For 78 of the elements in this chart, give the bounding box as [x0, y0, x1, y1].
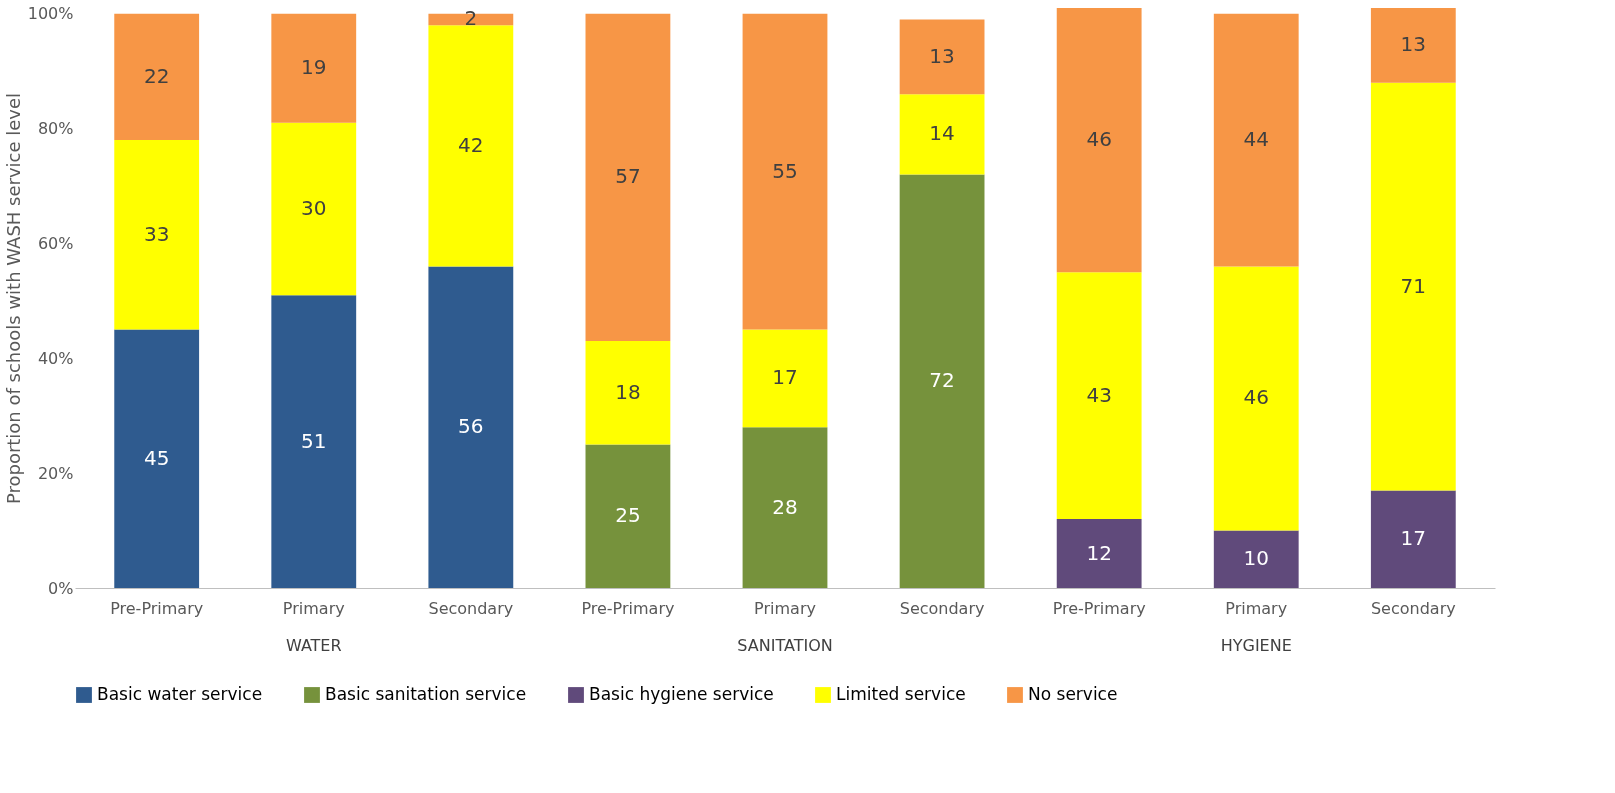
data-label: 45 [143, 445, 170, 470]
bar [114, 140, 200, 330]
bar [585, 444, 671, 588]
bar [1213, 13, 1299, 267]
bar [114, 13, 200, 141]
legend-label: Basic sanitation service [325, 684, 527, 704]
data-label: 72 [929, 368, 955, 393]
bar [271, 295, 357, 588]
bar [899, 94, 985, 175]
data-label: 46 [1086, 127, 1112, 152]
x-tick-label: Primary [754, 598, 816, 618]
x-tick-label: Pre-Primary [581, 598, 675, 618]
text: WATER [285, 636, 342, 655]
y-tick-label: 60% [37, 233, 74, 253]
data-label: 44 [1243, 127, 1269, 152]
legend-label: Limited service [836, 684, 966, 704]
bar [1056, 8, 1142, 273]
data-label: 57 [615, 164, 641, 189]
data-label: 17 [772, 365, 798, 390]
bar [899, 19, 985, 95]
y-tick-label: 0% [48, 578, 74, 598]
bar [271, 13, 357, 123]
data-label: 25 [615, 503, 641, 528]
bar [1370, 490, 1456, 588]
bar [1213, 530, 1299, 588]
y-tick-label: 20% [37, 463, 74, 483]
y-tick-label: 40% [37, 348, 74, 368]
x-tick-label: Secondary [1370, 598, 1456, 618]
bar [1056, 519, 1142, 588]
data-label: 22 [143, 63, 170, 88]
bar [742, 427, 828, 588]
data-label: 71 [1400, 273, 1427, 298]
bar [271, 122, 357, 296]
bar [428, 266, 514, 588]
legend-label: Basic water service [97, 684, 263, 704]
bar [114, 329, 200, 588]
data-label: 10 [1243, 546, 1269, 571]
data-label: 12 [1086, 540, 1112, 565]
data-label: 56 [458, 414, 484, 439]
data-label: 30 [301, 195, 327, 220]
bar [428, 13, 514, 26]
text: HYGIENE [1220, 636, 1292, 655]
y-axis-title: Proportion of schools with WASH service level [2, 92, 24, 505]
data-label: 46 [1243, 385, 1269, 410]
x-tick-label: Primary [1225, 598, 1288, 618]
bar [1056, 272, 1142, 520]
x-tick-label: Pre-Primary [110, 598, 204, 618]
bar [1213, 266, 1299, 531]
x-tick-label: Secondary [899, 598, 985, 618]
bar [899, 174, 985, 588]
y-tick-label: 100% [27, 4, 74, 24]
data-label: 33 [143, 221, 170, 246]
y-tick-label: 80% [37, 119, 74, 139]
data-label: 13 [1400, 32, 1427, 57]
bar [742, 329, 828, 428]
data-label: 2 [464, 6, 478, 31]
bar [1370, 8, 1456, 83]
x-tick-label: Primary [282, 598, 345, 618]
data-label: 13 [929, 43, 955, 68]
x-tick-label: Secondary [428, 598, 514, 618]
bar [1370, 82, 1456, 491]
bar [585, 341, 671, 445]
legend-label: No service [1028, 684, 1118, 704]
data-label: 14 [929, 121, 955, 146]
bar [428, 25, 514, 267]
data-label: 17 [1400, 526, 1427, 551]
data-label: 42 [458, 132, 484, 157]
text: SANITATION [737, 636, 833, 655]
data-label: 18 [615, 379, 641, 404]
data-label: 43 [1086, 382, 1112, 407]
data-label: 51 [301, 428, 327, 453]
data-label: 55 [772, 158, 798, 183]
data-label: 28 [772, 494, 798, 519]
data-label: 19 [301, 55, 327, 80]
bar [742, 13, 828, 330]
x-tick-label: Pre-Primary [1052, 598, 1146, 618]
bar [585, 13, 671, 342]
legend-label: Basic hygiene service [589, 684, 774, 704]
